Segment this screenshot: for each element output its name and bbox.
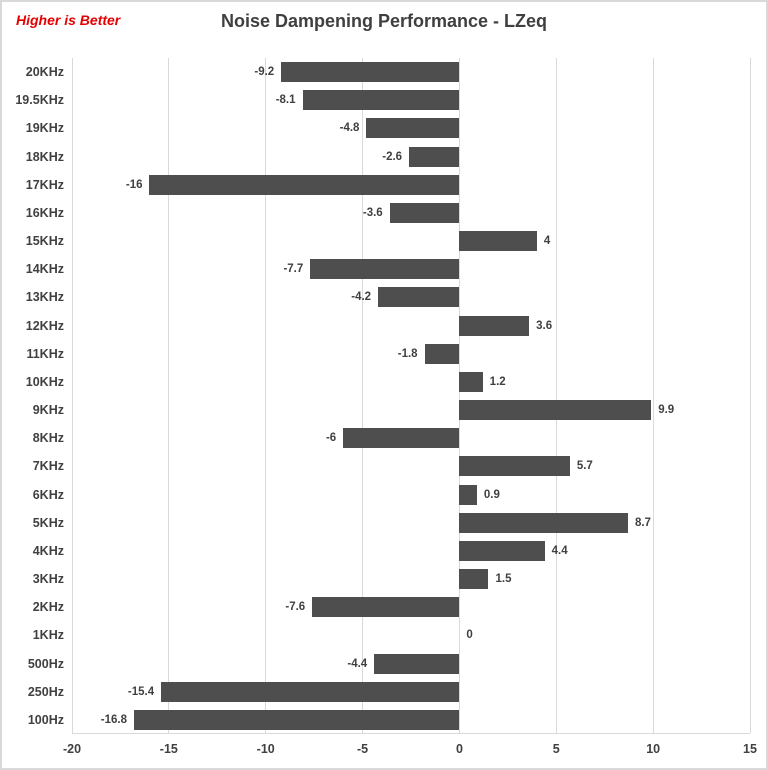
value-label: 9.9 — [658, 404, 675, 417]
bar — [378, 287, 460, 308]
chart-title: Noise Dampening Performance - LZeq — [220, 11, 548, 31]
category-label: 13KHz — [25, 290, 64, 305]
category-label: 15KHz — [25, 234, 64, 249]
value-label: -1.8 — [397, 347, 418, 360]
value-label: -9.2 — [254, 66, 275, 79]
value-label: -4.8 — [339, 122, 360, 135]
category-label: 17KHz — [25, 177, 64, 192]
value-label: 1.5 — [495, 573, 512, 586]
x-axis-tick-label: -5 — [357, 742, 369, 756]
category-label: 14KHz — [25, 262, 64, 277]
category-label: 20KHz — [25, 65, 64, 80]
category-label: 6KHz — [32, 487, 64, 502]
x-axis-tick-label: -15 — [159, 742, 178, 756]
category-label: 19.5KHz — [15, 93, 64, 108]
value-label: 4.4 — [551, 544, 568, 557]
bar — [161, 681, 460, 702]
bar — [424, 343, 460, 364]
category-label: 2KHz — [32, 600, 64, 615]
x-axis-tick-label: 10 — [646, 742, 661, 756]
value-label: -2.6 — [382, 150, 403, 163]
bar — [366, 118, 460, 139]
bar — [312, 597, 460, 618]
category-label: 12KHz — [25, 318, 64, 333]
value-label: -16.8 — [100, 713, 127, 726]
x-axis-tick-label: 15 — [743, 742, 757, 756]
value-label: -16 — [125, 178, 143, 191]
x-axis: -20 -15 -10 -5 0 5 10 15 — [63, 737, 757, 761]
bar — [459, 315, 530, 336]
category-label: 9KHz — [32, 403, 64, 418]
category-label: 1KHz — [32, 628, 64, 643]
bar — [459, 512, 628, 533]
category-label: 3KHz — [32, 572, 64, 587]
value-label: -15.4 — [127, 685, 155, 698]
gridline — [652, 58, 654, 733]
category-label: 16KHz — [25, 205, 64, 220]
bar — [459, 540, 545, 561]
category-label: 250Hz — [27, 684, 64, 699]
plot-area: -9.2 -8.1 -4.8 -2.6 -16 -3.6 4 -7.7 -4.2 3.6 -1.8 1… — [71, 58, 751, 734]
category-label: 500Hz — [27, 656, 64, 671]
value-label: 5.7 — [576, 460, 593, 473]
x-axis-tick-label: 0 — [455, 742, 463, 756]
bar — [459, 371, 483, 392]
x-axis-tick-label: -20 — [62, 742, 82, 756]
bar — [281, 62, 460, 83]
value-label: 0 — [466, 629, 473, 642]
value-label: -7.6 — [285, 601, 306, 614]
gridline — [555, 58, 557, 733]
category-label: 19KHz — [25, 121, 64, 136]
bar — [459, 484, 477, 505]
category-label: 18KHz — [25, 149, 64, 164]
value-label: -3.6 — [362, 206, 383, 219]
bar — [389, 202, 460, 223]
value-label: -6 — [325, 432, 337, 445]
value-label: 4 — [543, 235, 551, 248]
gridline — [265, 58, 267, 733]
bar — [343, 428, 460, 449]
bar — [149, 174, 460, 195]
value-label: -7.7 — [283, 263, 304, 276]
category-label: 7KHz — [32, 459, 64, 474]
value-label: 3.6 — [536, 319, 553, 332]
bar — [459, 569, 489, 590]
value-label: 1.2 — [489, 375, 506, 388]
bar — [459, 456, 570, 477]
category-label: 100Hz — [27, 712, 64, 727]
bar — [409, 146, 460, 167]
bar — [133, 709, 460, 730]
gridline — [71, 58, 73, 733]
category-label: 11KHz — [26, 346, 64, 361]
bar — [459, 231, 537, 252]
value-label: -4.2 — [351, 291, 372, 304]
x-axis-tick-label: -10 — [256, 742, 275, 756]
category-label: 4KHz — [32, 543, 64, 558]
value-label: 8.7 — [634, 516, 651, 529]
bar — [302, 90, 460, 111]
bar — [459, 400, 652, 421]
bar — [310, 259, 460, 280]
gridline — [749, 58, 751, 733]
higher-is-better-note: Higher is Better — [16, 12, 121, 28]
gridline — [458, 58, 460, 733]
category-label: 5KHz — [32, 515, 64, 530]
category-label: 10KHz — [25, 374, 64, 389]
gridline — [168, 58, 170, 733]
bar — [374, 653, 460, 674]
value-label: 0.9 — [483, 488, 500, 501]
gridline — [362, 58, 364, 733]
value-label: -4.4 — [347, 657, 368, 670]
x-axis-tick-label: 5 — [552, 742, 560, 756]
category-label: 8KHz — [32, 431, 64, 446]
value-label: -8.1 — [275, 94, 296, 107]
